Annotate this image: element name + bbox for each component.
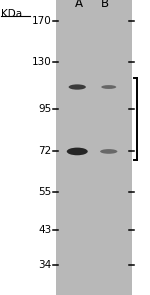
Text: 55: 55 — [39, 187, 52, 197]
Bar — [56, 0, 132, 295]
Text: 72: 72 — [39, 146, 52, 156]
Text: 43: 43 — [39, 225, 52, 235]
Text: 34: 34 — [39, 260, 52, 271]
Text: B: B — [101, 0, 109, 10]
Ellipse shape — [67, 148, 88, 155]
Text: 170: 170 — [32, 16, 52, 26]
Ellipse shape — [101, 85, 116, 89]
Text: A: A — [75, 0, 83, 10]
Ellipse shape — [69, 84, 86, 90]
Ellipse shape — [100, 149, 117, 154]
Text: 95: 95 — [39, 104, 52, 114]
Text: 130: 130 — [32, 57, 52, 67]
Text: KDa: KDa — [2, 9, 23, 19]
